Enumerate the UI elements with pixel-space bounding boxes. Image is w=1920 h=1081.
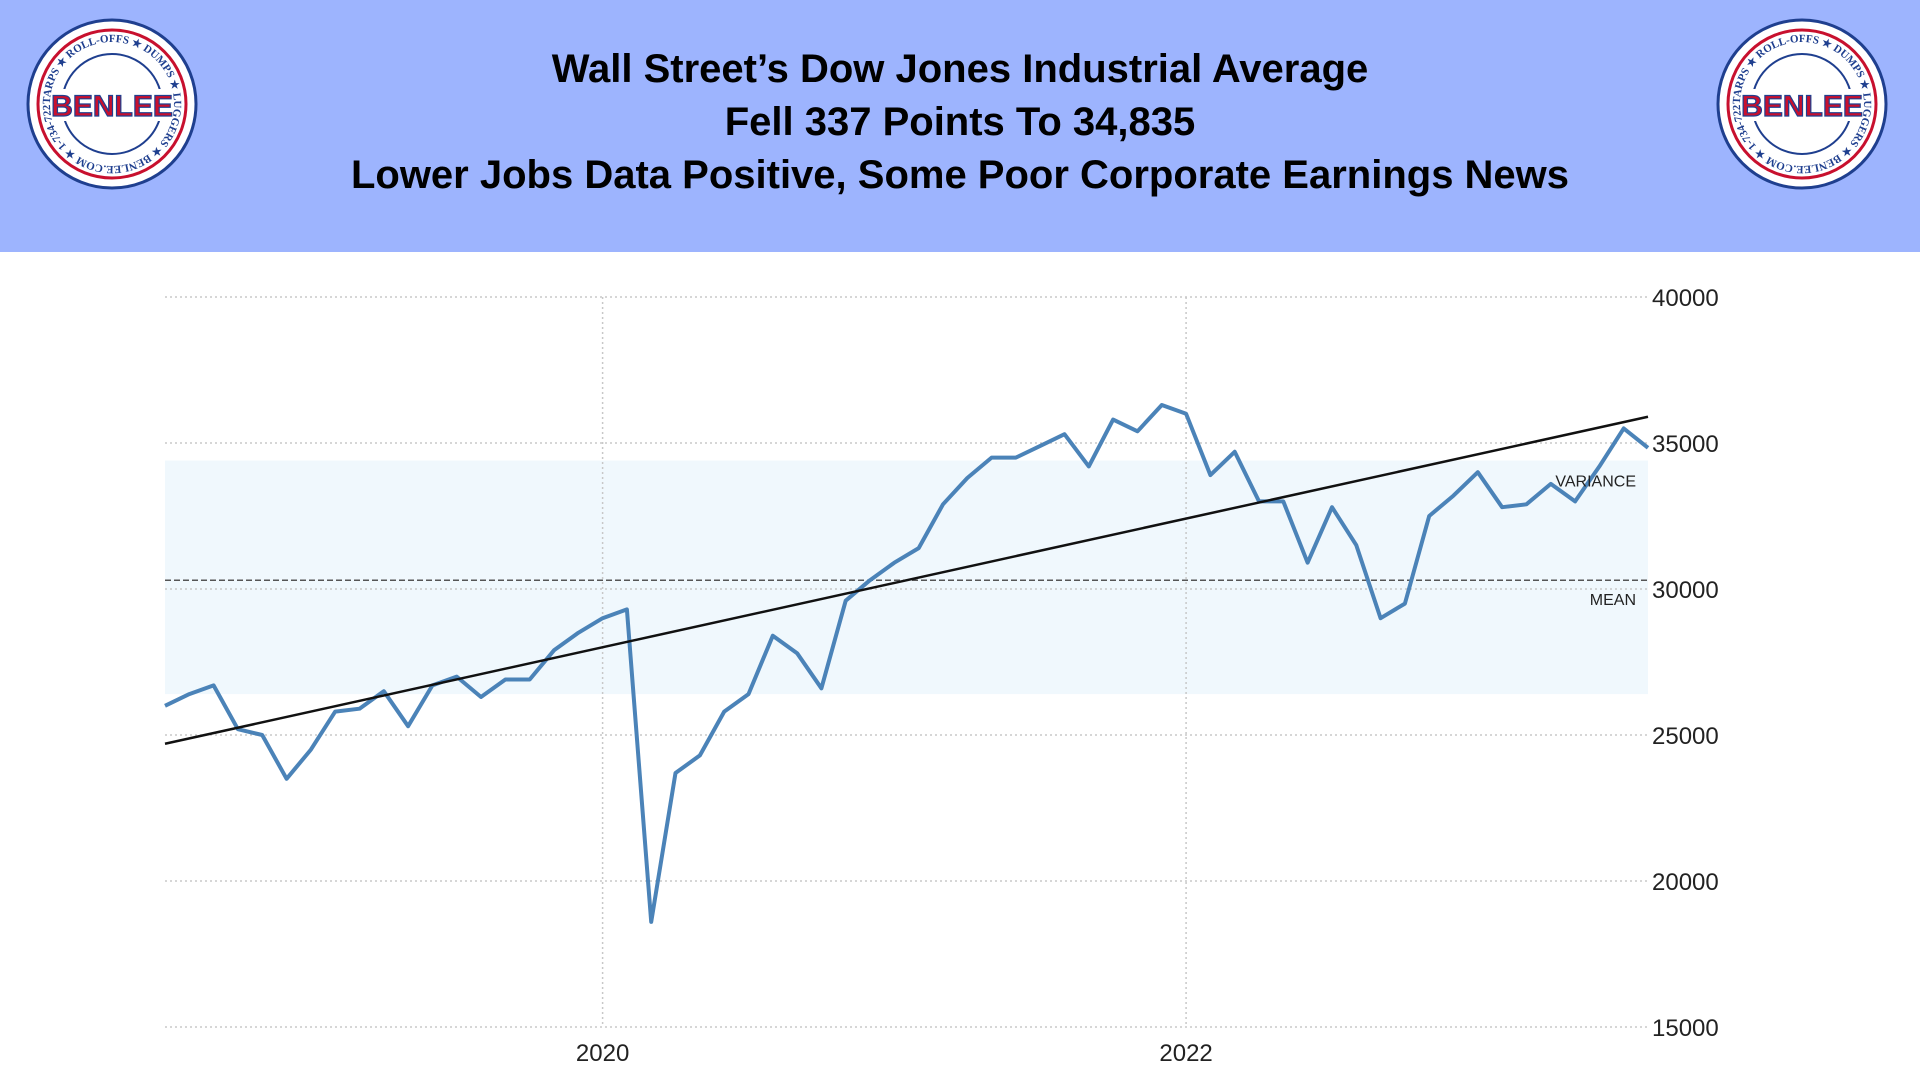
benlee-logo-right: TARPS ★ ROLL-OFFS ★ DUMPS ★ LUGGERS ★ BE… [1715,17,1889,191]
benlee-logo-icon: TARPS ★ ROLL-OFFS ★ DUMPS ★ LUGGERS ★ BE… [25,17,198,190]
chart-svg: 15000 20000 25000 30000 35000 40000 2020 2022 ME… [164,285,1719,1067]
x-tick-label: 2022 [1159,1040,1212,1067]
dow-jones-line-chart: 15000 20000 25000 30000 35000 40000 2020 2022 ME… [0,252,1920,1081]
y-tick-label: 30000 [1652,577,1719,604]
x-tick-label: 2020 [576,1040,629,1067]
header-banner: TARPS ★ ROLL-OFFS ★ DUMPS ★ LUGGERS ★ BE… [0,0,1920,252]
y-tick-label: 20000 [1652,869,1719,896]
benlee-logo-left: TARPS ★ ROLL-OFFS ★ DUMPS ★ LUGGERS ★ BE… [25,17,199,191]
y-tick-label: 15000 [1652,1015,1719,1042]
trend-line [164,415,1649,745]
variance-label: VARIANCE [1555,474,1636,491]
logo-brand-text: BENLEE [51,90,173,123]
y-tick-label: 35000 [1652,431,1719,458]
dow-jones-series-line [164,403,1650,924]
y-tick-label: 25000 [1652,723,1719,750]
headline-line-3: Lower Jobs Data Positive, Some Poor Corp… [350,153,1570,197]
y-tick-label: 40000 [1652,285,1719,312]
variance-band [165,460,1648,695]
mean-label: MEAN [1590,592,1636,609]
benlee-logo-icon: TARPS ★ ROLL-OFFS ★ DUMPS ★ LUGGERS ★ BE… [1715,17,1888,190]
logo-brand-text: BENLEE [1741,90,1863,123]
headline-line-1: Wall Street’s Dow Jones Industrial Avera… [551,47,1369,91]
headline-line-2: Fell 337 Points To 34,835 [724,100,1196,144]
